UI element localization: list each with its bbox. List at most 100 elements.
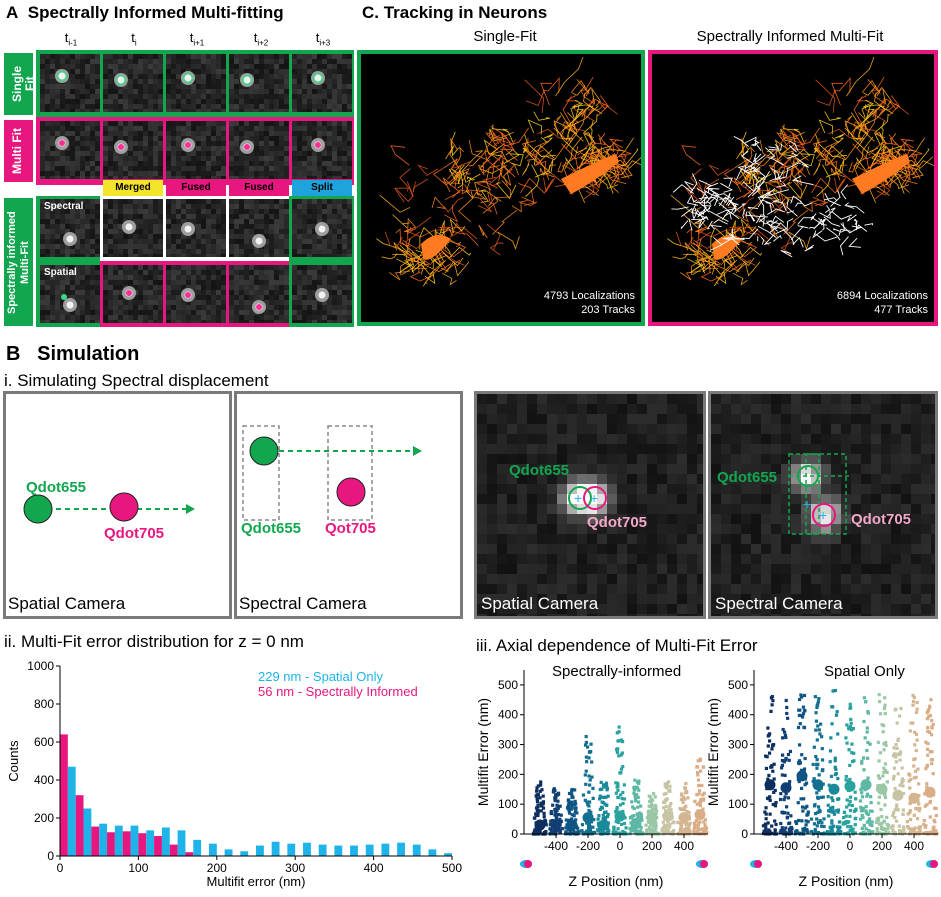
track-line <box>561 143 587 170</box>
data-point <box>697 783 702 787</box>
data-point <box>553 798 557 803</box>
data-point <box>849 825 853 829</box>
data-point <box>685 790 689 794</box>
track-line-white <box>716 207 737 215</box>
track-line <box>855 136 874 169</box>
track-line-white <box>804 244 815 252</box>
data-point <box>850 728 854 732</box>
track-line <box>844 120 857 139</box>
spectral-image-qdot705: Qdot705 <box>851 511 912 528</box>
data-point <box>928 801 932 805</box>
data-point <box>901 812 905 817</box>
track-line-white <box>751 184 761 197</box>
track-line-white <box>826 227 841 241</box>
data-point <box>802 693 807 698</box>
track-line <box>565 95 578 102</box>
data-point <box>766 744 770 748</box>
track-line-white <box>811 217 827 226</box>
data-point <box>558 804 562 808</box>
data-point <box>549 810 553 814</box>
data-point <box>799 693 803 697</box>
data-point <box>591 786 595 791</box>
data-point <box>550 818 555 823</box>
data-point <box>589 749 593 754</box>
data-point <box>880 821 884 825</box>
event-badge-fused: Fused <box>166 180 226 196</box>
track-line <box>605 137 635 152</box>
data-point <box>908 801 912 806</box>
track-line <box>605 167 620 193</box>
data-point <box>848 808 853 813</box>
median-marker <box>908 792 920 804</box>
row-label-spectral-multi-fit: Spectrally informed Multi-Fit <box>4 198 33 326</box>
data-point <box>858 799 863 803</box>
data-point <box>836 827 840 831</box>
data-point <box>815 791 819 795</box>
track-line <box>851 112 869 149</box>
data-point <box>927 714 931 719</box>
data-point <box>768 798 772 802</box>
data-point <box>616 795 620 800</box>
data-point <box>770 703 774 707</box>
data-point <box>780 826 784 830</box>
data-point <box>572 814 576 818</box>
data-point <box>909 721 913 725</box>
data-point <box>932 818 936 823</box>
data-point <box>832 824 836 828</box>
data-point <box>890 826 894 830</box>
data-point <box>614 791 618 795</box>
data-point <box>926 709 930 713</box>
qdot705-label: Qdot705 <box>104 525 165 542</box>
data-point <box>912 830 916 834</box>
data-point <box>566 799 570 803</box>
track-line-white <box>749 154 766 167</box>
track-line <box>748 170 755 189</box>
data-point <box>908 818 913 822</box>
data-point <box>864 827 868 831</box>
data-point <box>639 825 643 829</box>
track-line <box>865 105 890 130</box>
data-point <box>928 750 932 754</box>
data-point <box>536 803 540 807</box>
data-point <box>644 831 648 835</box>
track-line-white <box>786 218 794 232</box>
data-point <box>535 797 539 801</box>
panel-a-title: A Spectrally Informed Multi-fitting <box>6 3 284 22</box>
data-point <box>580 823 585 827</box>
sub-i-title: i. Simulating Spectral displacement <box>4 371 269 390</box>
multi-fit-tracks-image: 6894 Localizations 477 Tracks <box>648 50 938 326</box>
data-point <box>784 791 788 796</box>
data-point <box>811 779 815 783</box>
track-line-white <box>755 157 760 165</box>
data-point <box>917 827 921 831</box>
track-line-white <box>812 230 823 239</box>
track-line <box>381 253 398 260</box>
track-line <box>500 131 516 146</box>
data-point <box>619 767 624 771</box>
data-point <box>865 820 870 824</box>
track-line <box>848 158 859 173</box>
x-tick-label: -400 <box>774 839 798 853</box>
y-axis-label: Multifit Error (nm) <box>476 698 491 806</box>
track-line <box>392 214 411 229</box>
x-tick-label: -200 <box>576 839 600 853</box>
x-tick-label: 0 <box>617 839 624 853</box>
track-line <box>574 105 599 130</box>
track-line-white <box>792 237 804 248</box>
data-point <box>923 804 927 808</box>
data-point <box>848 777 852 781</box>
data-point <box>934 813 938 818</box>
data-point <box>803 826 807 831</box>
data-point <box>615 807 619 812</box>
data-point <box>892 752 897 756</box>
data-point <box>820 735 824 739</box>
frame-tile <box>229 54 289 112</box>
spectral-schematic-drawing <box>242 425 422 521</box>
track-line <box>502 128 514 143</box>
track-line <box>438 241 467 258</box>
track-line <box>793 128 805 143</box>
data-point <box>885 770 889 775</box>
histogram-bar <box>114 825 123 856</box>
data-point <box>649 802 654 806</box>
data-point <box>852 809 856 813</box>
